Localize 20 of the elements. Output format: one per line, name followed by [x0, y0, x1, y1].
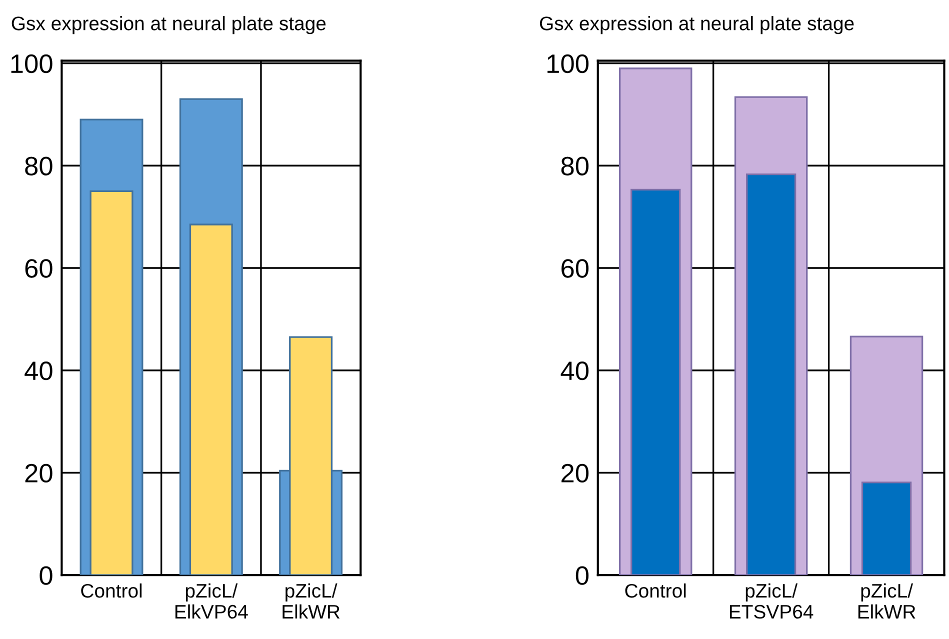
x-tick-label: Control: [625, 583, 686, 598]
y-tick-label: 0: [576, 566, 589, 585]
x-tick-label: Control: [81, 583, 142, 598]
y-tick-label: 40: [24, 362, 52, 380]
y-tick-label: 60: [25, 259, 52, 278]
y-tick-label: 20: [25, 464, 52, 483]
y-tick-label: 100: [548, 54, 589, 74]
y-tick-label: 100: [11, 54, 52, 74]
y-tick-label: 20: [562, 464, 589, 483]
x-tick-label: pZicL/ ElkVP64: [175, 583, 248, 619]
y-tick-label: 80: [25, 156, 52, 176]
y-tick-label: 80: [561, 156, 589, 176]
x-tick-label: pZicL/ ElkWR: [282, 583, 340, 618]
chart-title: Gsx expression at neural plate stage: [540, 16, 854, 34]
y-tick-label: 40: [560, 362, 589, 380]
y-tick-label: 60: [562, 259, 589, 278]
x-tick-label: pZicL/ ETSVP64: [730, 583, 814, 619]
x-tick-label: pZicL/ ElkWR: [858, 583, 916, 618]
chart-title: Gsx expression at neural plate stage: [12, 16, 326, 34]
y-tick-label: 0: [40, 566, 52, 585]
